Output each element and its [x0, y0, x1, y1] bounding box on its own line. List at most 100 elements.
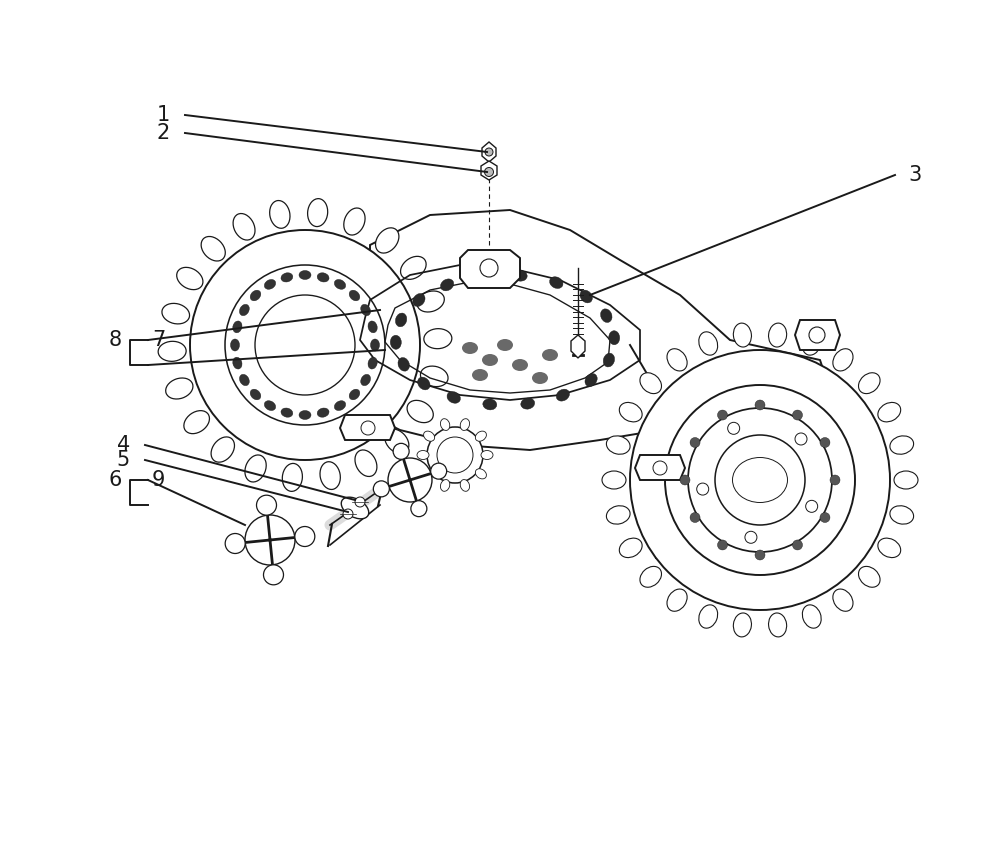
Ellipse shape — [233, 214, 255, 240]
Ellipse shape — [475, 271, 489, 282]
Circle shape — [343, 509, 353, 519]
Ellipse shape — [349, 389, 360, 400]
Text: 9: 9 — [152, 470, 165, 491]
Ellipse shape — [733, 323, 751, 347]
Text: 2: 2 — [157, 123, 170, 143]
Ellipse shape — [440, 480, 450, 492]
Ellipse shape — [550, 277, 563, 289]
Ellipse shape — [603, 354, 615, 367]
Ellipse shape — [239, 304, 249, 315]
Circle shape — [411, 501, 427, 516]
Text: 8: 8 — [109, 331, 122, 350]
Text: 1: 1 — [157, 105, 170, 125]
Ellipse shape — [344, 208, 365, 235]
Ellipse shape — [699, 331, 718, 355]
Ellipse shape — [233, 357, 242, 369]
Ellipse shape — [308, 199, 328, 227]
Ellipse shape — [460, 480, 470, 492]
Ellipse shape — [606, 506, 630, 524]
Circle shape — [680, 475, 690, 485]
Ellipse shape — [264, 279, 276, 290]
Circle shape — [427, 427, 483, 483]
Ellipse shape — [281, 408, 293, 417]
Ellipse shape — [472, 369, 488, 381]
Ellipse shape — [878, 402, 901, 422]
Ellipse shape — [482, 354, 498, 366]
Ellipse shape — [211, 437, 234, 462]
Ellipse shape — [542, 349, 558, 361]
Circle shape — [715, 435, 805, 525]
Ellipse shape — [601, 308, 612, 322]
Circle shape — [437, 437, 473, 473]
Polygon shape — [340, 415, 395, 440]
Ellipse shape — [299, 411, 311, 419]
Circle shape — [820, 437, 830, 447]
Ellipse shape — [166, 378, 193, 399]
Text: 3: 3 — [908, 165, 921, 185]
Circle shape — [697, 483, 709, 495]
Circle shape — [225, 533, 245, 554]
Circle shape — [820, 513, 830, 522]
Circle shape — [257, 495, 277, 515]
Ellipse shape — [769, 323, 787, 347]
Ellipse shape — [370, 339, 380, 351]
Circle shape — [480, 259, 498, 277]
Polygon shape — [460, 250, 520, 288]
Circle shape — [792, 540, 802, 550]
Ellipse shape — [424, 469, 435, 479]
Ellipse shape — [368, 321, 377, 333]
Ellipse shape — [460, 418, 470, 430]
Ellipse shape — [475, 431, 486, 441]
Circle shape — [255, 295, 355, 395]
Ellipse shape — [440, 418, 450, 430]
Ellipse shape — [878, 538, 901, 557]
Ellipse shape — [602, 471, 626, 489]
Circle shape — [830, 475, 840, 485]
Circle shape — [728, 423, 740, 435]
Ellipse shape — [833, 348, 853, 371]
Ellipse shape — [440, 279, 454, 291]
Ellipse shape — [580, 291, 592, 302]
Ellipse shape — [177, 268, 203, 290]
Ellipse shape — [341, 498, 369, 519]
Ellipse shape — [282, 463, 302, 492]
Circle shape — [263, 565, 283, 584]
Ellipse shape — [640, 373, 662, 394]
Text: 6: 6 — [109, 470, 122, 491]
Ellipse shape — [424, 431, 435, 441]
Ellipse shape — [376, 227, 399, 253]
Ellipse shape — [233, 321, 242, 333]
Ellipse shape — [417, 451, 429, 459]
Ellipse shape — [395, 313, 407, 327]
Polygon shape — [330, 210, 830, 450]
Ellipse shape — [521, 398, 535, 409]
Circle shape — [755, 400, 765, 410]
Ellipse shape — [250, 291, 261, 301]
Ellipse shape — [667, 589, 687, 611]
Circle shape — [190, 230, 420, 460]
Ellipse shape — [802, 605, 821, 628]
Ellipse shape — [334, 400, 346, 411]
Ellipse shape — [355, 450, 377, 476]
Ellipse shape — [361, 304, 371, 315]
Ellipse shape — [890, 506, 914, 524]
Ellipse shape — [424, 329, 452, 348]
Ellipse shape — [733, 613, 751, 637]
Circle shape — [690, 437, 700, 447]
Ellipse shape — [390, 336, 401, 349]
Ellipse shape — [699, 605, 718, 628]
Ellipse shape — [619, 402, 642, 422]
Circle shape — [361, 421, 375, 435]
Ellipse shape — [281, 273, 293, 282]
Ellipse shape — [640, 567, 662, 587]
Ellipse shape — [361, 374, 371, 386]
Ellipse shape — [239, 374, 249, 386]
Ellipse shape — [398, 358, 409, 371]
Text: 4: 4 — [117, 435, 130, 455]
Ellipse shape — [162, 303, 190, 324]
Circle shape — [809, 327, 825, 343]
Ellipse shape — [245, 455, 266, 482]
Ellipse shape — [513, 270, 527, 281]
Ellipse shape — [609, 331, 620, 345]
Circle shape — [688, 408, 832, 552]
